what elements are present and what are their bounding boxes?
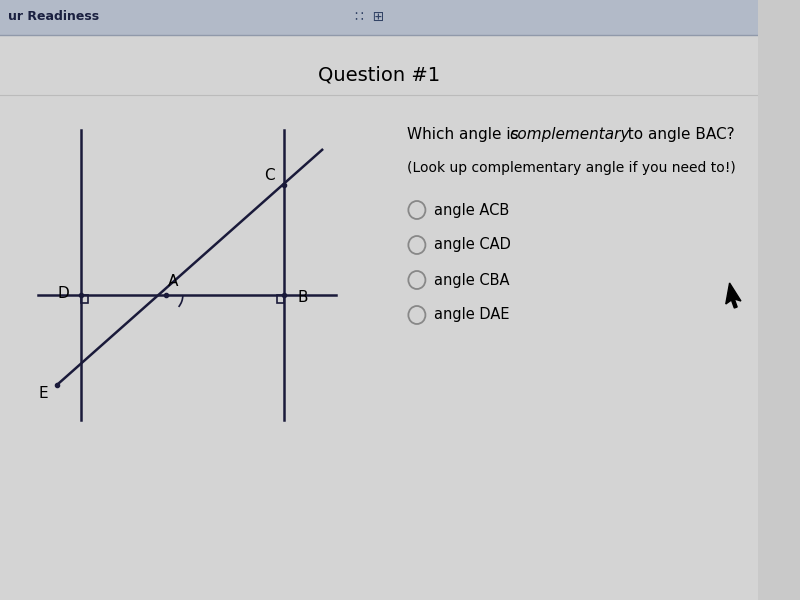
Text: E: E bbox=[38, 385, 48, 401]
Text: ur Readiness: ur Readiness bbox=[7, 10, 98, 23]
Text: angle CBA: angle CBA bbox=[434, 272, 510, 287]
Bar bbox=[0, 0, 758, 35]
Text: D: D bbox=[58, 286, 70, 301]
Text: Which angle is: Which angle is bbox=[407, 127, 524, 142]
Text: angle ACB: angle ACB bbox=[434, 202, 510, 217]
Text: B: B bbox=[298, 289, 308, 304]
Bar bbox=[81, 295, 88, 303]
Text: angle CAD: angle CAD bbox=[434, 238, 511, 253]
Circle shape bbox=[408, 271, 426, 289]
Text: ∷  ⊞: ∷ ⊞ bbox=[355, 10, 384, 24]
Text: A: A bbox=[168, 274, 178, 289]
Text: to angle BAC?: to angle BAC? bbox=[618, 127, 734, 142]
Text: Question #1: Question #1 bbox=[318, 65, 440, 85]
Text: (Look up complementary angle if you need to!): (Look up complementary angle if you need… bbox=[407, 161, 736, 175]
Text: complementary: complementary bbox=[509, 127, 629, 142]
Bar bbox=[277, 295, 284, 303]
Circle shape bbox=[408, 306, 426, 324]
Text: angle DAE: angle DAE bbox=[434, 307, 510, 323]
Circle shape bbox=[408, 236, 426, 254]
Circle shape bbox=[408, 201, 426, 219]
Polygon shape bbox=[726, 283, 741, 308]
Text: C: C bbox=[264, 167, 274, 182]
